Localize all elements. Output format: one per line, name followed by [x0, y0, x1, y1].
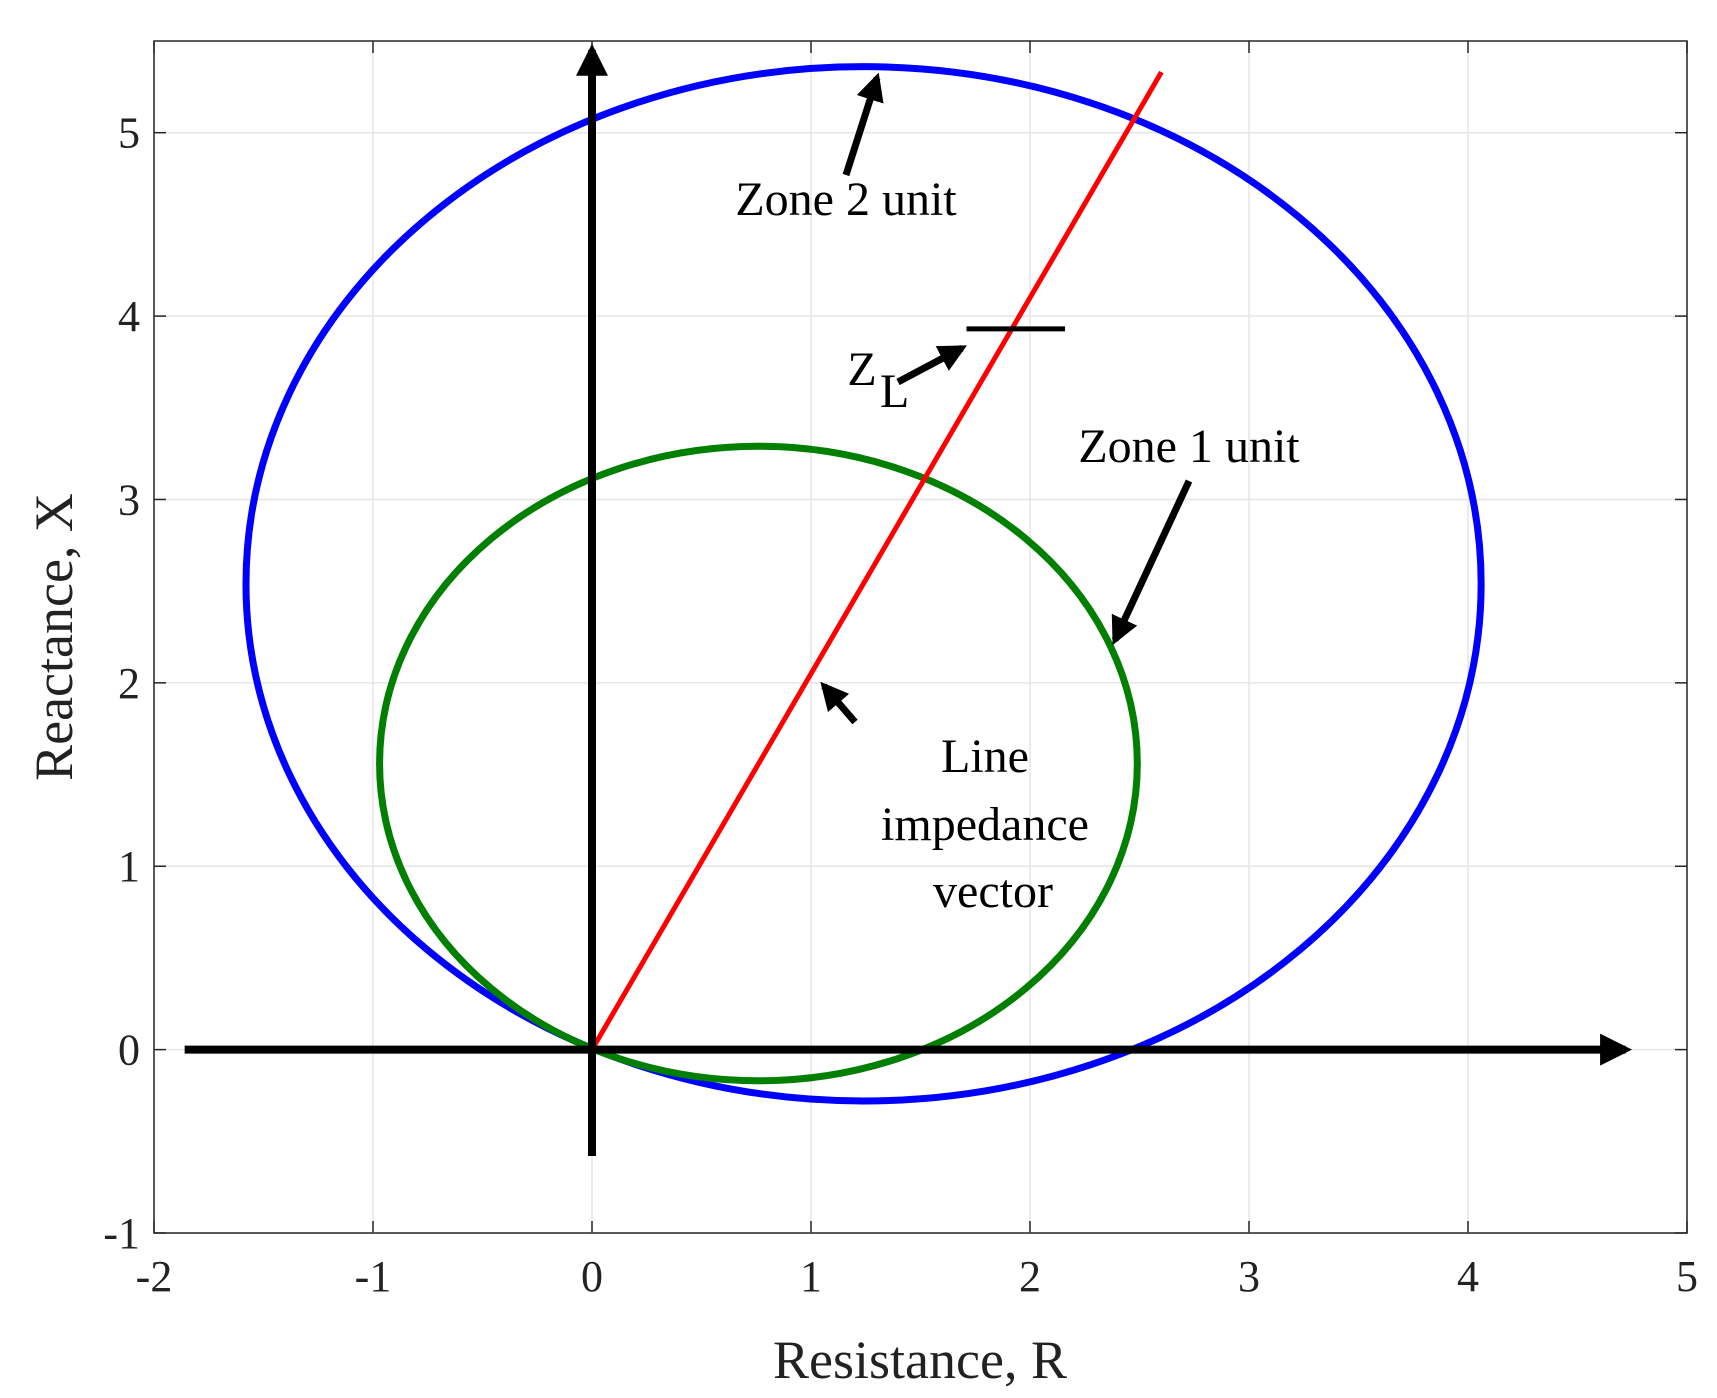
annotation-subscript: L	[880, 365, 909, 418]
x-tick-label: 3	[1238, 1252, 1260, 1301]
y-tick-label: 4	[118, 292, 140, 341]
y-tick-label: -1	[103, 1209, 140, 1258]
circle	[242, 63, 1485, 1105]
y-tick-label: 5	[118, 109, 140, 158]
annotation-text: Z	[847, 343, 876, 396]
x-tick-label: 2	[1019, 1252, 1041, 1301]
y-tick-label: 2	[118, 659, 140, 708]
x-axis-label: Resistance, R	[773, 1330, 1067, 1390]
y-tick-label: 0	[118, 1026, 140, 1075]
x-tick-label: 5	[1676, 1252, 1698, 1301]
annotation-text: Zone 1 unit	[1078, 420, 1300, 473]
plot-frame	[153, 40, 1688, 1234]
annotation-text: impedance	[881, 798, 1089, 851]
x-tick-label: 4	[1457, 1252, 1479, 1301]
annotation-arrow	[896, 344, 967, 386]
annotation-text: Line	[941, 730, 1029, 783]
y-tick-label: 1	[118, 842, 140, 891]
circle	[376, 442, 1141, 1085]
annotation-text: vector	[933, 865, 1053, 918]
annotation-arrow	[820, 681, 858, 725]
y-axis-label: Reactance, X	[24, 493, 84, 781]
annotation-arrow	[842, 72, 884, 177]
x-tick-label: 0	[581, 1252, 603, 1301]
annotation-text: Zone 2 unit	[735, 173, 957, 226]
y-tick-label: 3	[118, 475, 140, 524]
annotation-arrow	[1111, 479, 1193, 646]
x-tick-label: 1	[800, 1252, 822, 1301]
line	[589, 70, 1164, 1051]
x-tick-label: -1	[355, 1252, 392, 1301]
x-tick-label: -2	[136, 1252, 173, 1301]
